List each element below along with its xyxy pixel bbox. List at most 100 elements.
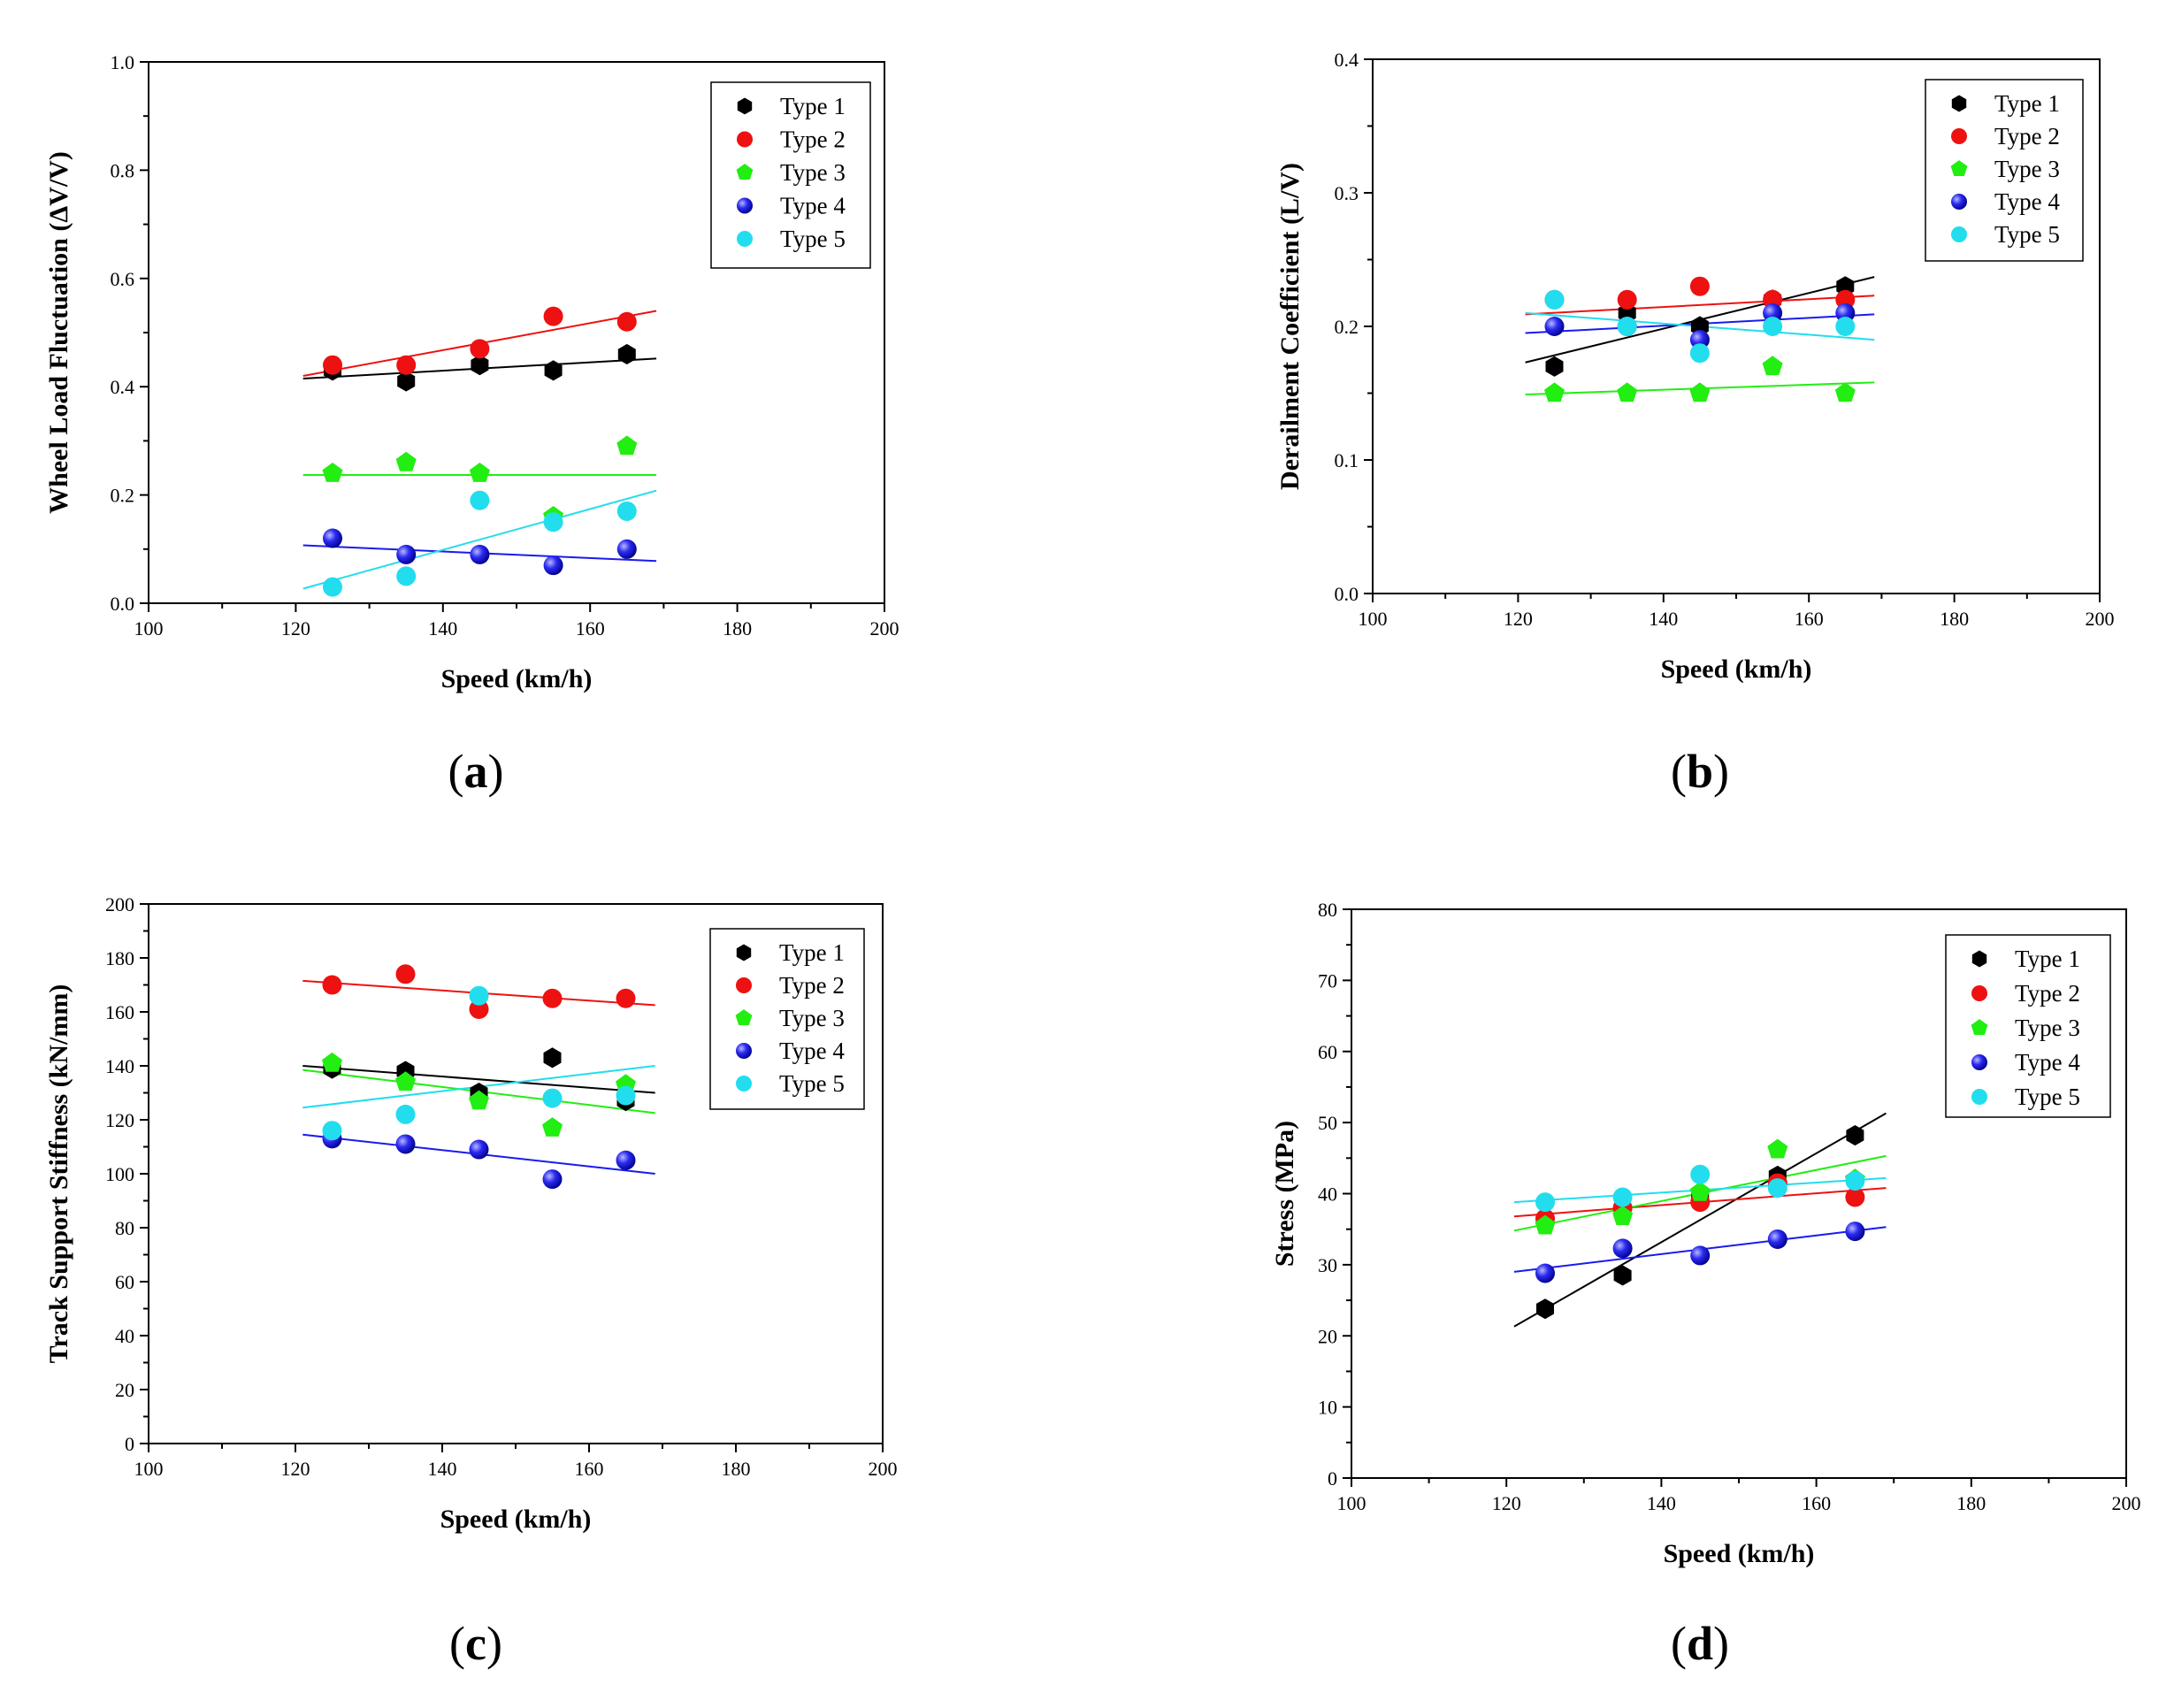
legend-marker-type-2 [737, 131, 753, 148]
legend-label: Type 1 [780, 93, 846, 119]
legend-marker-type-5 [736, 1076, 752, 1091]
data-point-type-4 [1544, 317, 1565, 336]
y-tick-label: 0.4 [111, 376, 135, 398]
y-tick-label: 50 [1318, 1112, 1337, 1134]
y-tick-label: 10 [1318, 1397, 1337, 1419]
legend-label: Type 5 [780, 226, 846, 252]
data-point-type-3 [1689, 1181, 1711, 1201]
legend-label: Type 1 [2015, 946, 2080, 972]
x-tick-label: 180 [1956, 1492, 1986, 1514]
data-point-type-2 [395, 964, 416, 984]
x-tick-label: 100 [1359, 608, 1388, 630]
legend-label: Type 3 [779, 1005, 845, 1031]
legend: Type 1 Type 2 Type 3 Type 4 Type 5 [710, 81, 871, 269]
data-point-type-5 [323, 577, 342, 597]
legend-marker-type-1 [1951, 95, 1967, 112]
data-point-type-1 [397, 371, 416, 392]
legend-marker-type-1 [736, 944, 752, 961]
data-point-type-3 [1612, 1206, 1634, 1225]
data-point-type-1 [471, 355, 489, 376]
data-point-type-4 [616, 539, 637, 559]
x-tick-label: 180 [722, 1458, 751, 1480]
data-point-type-5 [1767, 1178, 1787, 1199]
data-point-type-5 [395, 1104, 416, 1124]
data-point-type-4 [1767, 1229, 1787, 1249]
data-point-type-4 [543, 555, 563, 576]
y-tick-label: 30 [1318, 1254, 1337, 1276]
data-point-type-4 [1690, 1245, 1711, 1266]
data-point-type-3 [322, 463, 343, 482]
x-tick-label: 120 [1504, 608, 1533, 630]
data-point-type-5 [322, 1121, 342, 1141]
y-tick-label: 60 [1318, 1041, 1337, 1063]
x-tick-label: 200 [2086, 608, 2115, 630]
data-point-type-5 [616, 1085, 636, 1106]
data-point-type-3 [542, 1117, 563, 1137]
x-tick-label: 140 [1647, 1492, 1676, 1514]
data-point-type-2 [616, 988, 636, 1008]
y-tick-label: 40 [115, 1325, 134, 1347]
data-point-type-2 [542, 988, 563, 1008]
legend-label: Type 2 [780, 126, 846, 153]
data-point-type-4 [1689, 330, 1710, 350]
legend-label: Type 2 [779, 972, 845, 999]
x-tick-label: 200 [869, 1458, 898, 1480]
y-tick-label: 60 [115, 1271, 134, 1293]
x-tick-label: 160 [576, 617, 605, 640]
y-tick-label: 20 [115, 1379, 134, 1401]
data-point-type-4 [1835, 303, 1856, 323]
legend: Type 1 Type 2 Type 3 Type 4 Type 5 [1925, 79, 2084, 262]
y-tick-label: 0.8 [111, 159, 135, 181]
data-point-type-2 [322, 975, 342, 995]
x-tick-label: 200 [2112, 1492, 2141, 1514]
legend-box [709, 928, 865, 1110]
data-point-type-5 [1544, 289, 1565, 310]
data-point-type-1 [1536, 1298, 1554, 1320]
data-point-type-5 [1612, 1187, 1633, 1207]
data-point-type-5 [1690, 1164, 1711, 1184]
data-point-type-1 [1545, 356, 1564, 377]
data-point-type-5 [542, 1088, 563, 1108]
data-point-type-4 [396, 544, 417, 564]
legend-label: Type 5 [1994, 221, 2060, 248]
legend-marker-type-3 [1950, 160, 1968, 176]
data-point-type-5 [396, 566, 417, 586]
data-point-type-3 [1834, 382, 1856, 402]
legend-marker-type-2 [1951, 128, 1967, 144]
legend-marker-type-4 [1951, 194, 1967, 210]
x-tick-label: 160 [1795, 608, 1824, 630]
x-axis-label: Speed (km/h) [441, 664, 593, 693]
data-point-type-3 [1689, 382, 1711, 402]
legend-marker-type-1 [737, 97, 753, 115]
data-point-type-3 [1544, 382, 1565, 402]
legend-label: Type 2 [1994, 123, 2060, 149]
data-point-type-1 [1613, 1265, 1632, 1286]
data-point-type-5 [543, 512, 563, 532]
data-point-type-4 [323, 528, 342, 548]
x-tick-label: 100 [134, 617, 164, 640]
y-axis-label: Derailment Coefficient (L/V) [1275, 163, 1305, 490]
data-point-type-3 [395, 1071, 416, 1091]
data-point-type-3 [1767, 1138, 1788, 1159]
chart-panel-d: 100 120 140 160 180 200 0 10 20 30 40 50 60 70 80 Speed… [1270, 899, 2141, 1670]
legend-marker-type-3 [1971, 1019, 1988, 1035]
y-tick-label: 0.4 [1335, 49, 1359, 71]
legend-label: Type 3 [2015, 1015, 2080, 1041]
chart-panel-c: 100 120 140 160 180 200 0 20 40 60 80 100 120 140 160 1… [44, 893, 898, 1670]
legend-marker-type-4 [737, 197, 753, 214]
data-point-type-4 [616, 1150, 636, 1170]
legend-marker-type-4 [736, 1043, 752, 1059]
data-point-type-2 [1835, 289, 1856, 310]
x-tick-label: 120 [281, 617, 310, 640]
y-axis-label: Track Support Stiffness (kN/mm) [44, 984, 73, 1364]
y-tick-label: 0 [125, 1433, 134, 1455]
panel-label: (b) [1671, 745, 1729, 798]
legend-label: Type 4 [1994, 188, 2060, 215]
legend-label: Type 3 [1994, 156, 2060, 182]
legend-marker-type-4 [1971, 1054, 1987, 1070]
legend-box [1925, 79, 2084, 262]
x-tick-label: 100 [1337, 1492, 1366, 1514]
legend-label: Type 1 [1994, 90, 2060, 117]
fit-line-type-1 [1513, 1112, 1887, 1328]
